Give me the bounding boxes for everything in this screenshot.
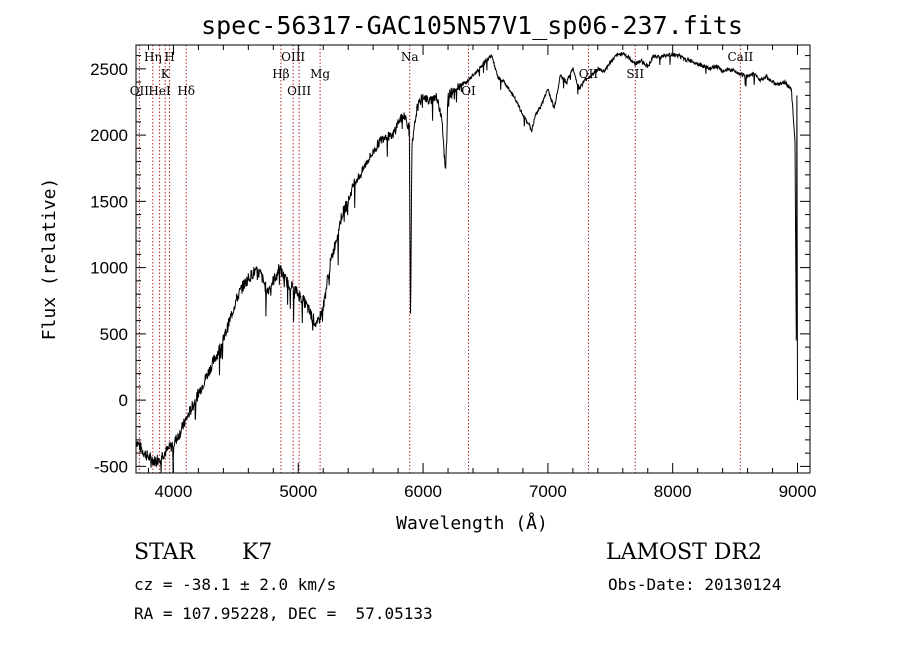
object-subclass: K7 [242, 540, 273, 565]
x-tick-label: 6000 [404, 482, 442, 501]
x-tick-label: 9000 [779, 482, 817, 501]
line-label: OI [461, 84, 476, 98]
y-tick-label: 1000 [90, 259, 128, 278]
line-label: Hη [144, 50, 162, 64]
x-tick-label: 8000 [654, 482, 692, 501]
line-label: OII [579, 67, 599, 81]
line-label: H [164, 50, 174, 64]
y-tick-label: -500 [94, 457, 128, 476]
spectrum-line [135, 51, 798, 474]
chart-title: spec-56317-GAC105N57V1_sp06-237.fits [201, 11, 743, 40]
line-label: Hδ [177, 84, 195, 98]
y-tick-label: 2000 [90, 126, 128, 145]
y-tick-label: 500 [100, 325, 128, 344]
y-tick-label: 2500 [90, 60, 128, 79]
line-label: OIII [281, 50, 305, 64]
line-label: CaII [727, 50, 753, 64]
y-tick-label: 1500 [90, 192, 128, 211]
redshift-text: cz = -38.1 ± 2.0 km/s [134, 575, 337, 594]
object-class: STAR [134, 540, 195, 565]
line-label: Mg [310, 67, 330, 81]
line-label: HeI [148, 84, 171, 98]
line-label: OIII [287, 84, 311, 98]
obs-date-text: Obs-Date: 20130124 [608, 575, 782, 594]
line-label: K [161, 67, 171, 81]
coordinates-text: RA = 107.95228, DEC = 57.05133 [134, 604, 433, 623]
plot-frame [135, 44, 811, 474]
x-tick-label: 4000 [155, 482, 193, 501]
line-label: Hβ [272, 67, 289, 81]
line-label: SII [626, 67, 644, 81]
spectrum-series [135, 51, 798, 474]
x-tick-label: 7000 [529, 482, 567, 501]
x-tick-label: 5000 [279, 482, 317, 501]
axes: 4000 5000 6000 7000 8000 9000 -500 0 500 1000 1500… [90, 45, 816, 501]
line-label: Na [401, 50, 419, 64]
survey-label: LAMOST DR2 [606, 540, 762, 565]
x-axis-label: Wavelength (Å) [396, 512, 548, 534]
line-label: OII [130, 84, 150, 98]
y-tick-label: 0 [119, 391, 128, 410]
emission-line-markers: OII Hη KH HeI Hδ Hβ OIII OIII Mg Na OI OII SII CaII [130, 45, 754, 473]
y-axis-label: Flux (relative) [39, 178, 60, 341]
